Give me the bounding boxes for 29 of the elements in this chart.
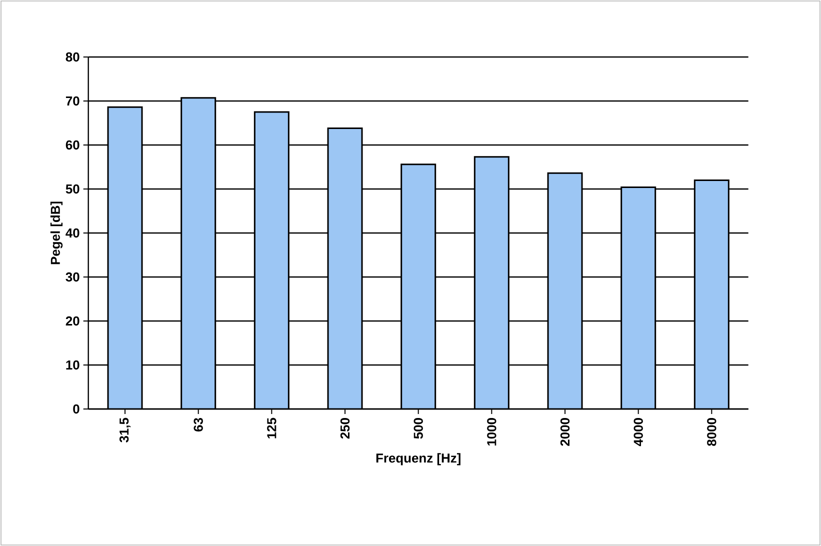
bar (327, 128, 363, 409)
y-tick-label: 60 (66, 140, 80, 150)
x-axis-title: Frequenz [Hz] (376, 453, 460, 466)
bar (620, 186, 656, 409)
bar (547, 172, 583, 409)
bar (694, 179, 730, 409)
y-tick-label: 50 (66, 184, 80, 194)
x-tick-label: 1000 (487, 418, 496, 446)
bar (254, 111, 290, 409)
x-tick-label: 500 (414, 418, 423, 439)
y-tick-label: 30 (66, 272, 80, 282)
x-tick-label: 125 (267, 418, 276, 438)
y-tick-label: 20 (66, 316, 80, 326)
x-tick-label: 250 (340, 418, 350, 439)
y-axis-title: Pegel [dB] (50, 202, 63, 264)
x-tick-label: 8000 (707, 418, 716, 446)
y-tick-label: 0 (73, 404, 80, 414)
x-tick-label: 2000 (560, 418, 570, 446)
x-tick-label: 4000 (634, 418, 643, 446)
bar (180, 97, 216, 409)
bar (474, 156, 510, 409)
y-tick-label: 40 (66, 228, 80, 238)
bar (107, 106, 143, 409)
bar (400, 164, 436, 409)
x-tick-label: 31,5 (119, 418, 131, 442)
x-tick-label: 63 (194, 418, 203, 432)
y-tick-label: 80 (66, 52, 80, 62)
y-tick-label: 10 (66, 360, 80, 370)
y-tick-label: 70 (66, 96, 80, 106)
